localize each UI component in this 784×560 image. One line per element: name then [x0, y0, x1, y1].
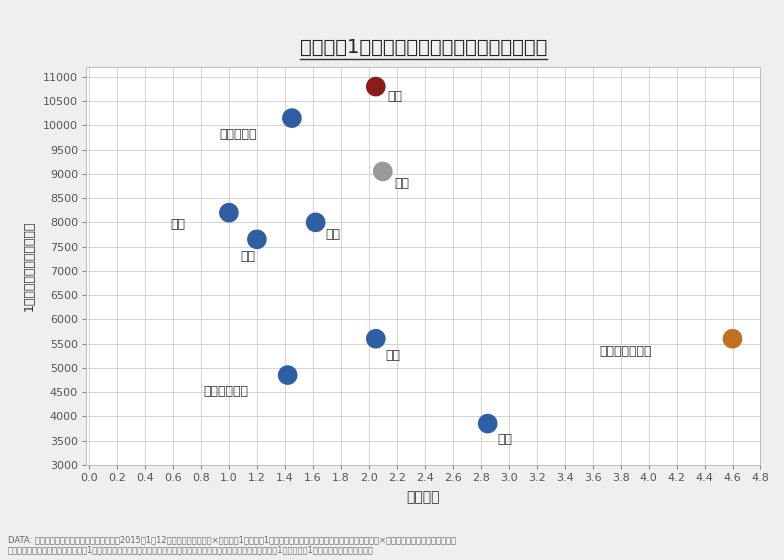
Point: [251, 235, 263, 244]
Text: インドネシア: インドネシア: [204, 385, 249, 398]
Point: [369, 334, 382, 343]
Point: [223, 208, 235, 217]
Point: [376, 167, 389, 176]
Text: 英国: 英国: [394, 178, 409, 190]
Text: 中国: 中国: [325, 228, 340, 241]
Point: [726, 334, 739, 343]
Point: [481, 419, 494, 428]
Y-axis label: 1泊当たりの旅行消費単価: 1泊当たりの旅行消費単価: [23, 221, 36, 311]
Text: オーストラリア: オーストラリア: [600, 344, 652, 357]
Text: 香港: 香港: [240, 250, 255, 263]
Title: 富山県　1泊当たりの旅行消費単価と平均泊数: 富山県 1泊当たりの旅行消費単価と平均泊数: [299, 38, 547, 57]
X-axis label: 平均泊数: 平均泊数: [407, 490, 440, 504]
Text: 台湾: 台湾: [170, 218, 185, 231]
Point: [285, 114, 298, 123]
Point: [281, 371, 294, 380]
Point: [310, 218, 322, 227]
Text: 米国: 米国: [387, 91, 402, 104]
Text: タイ: タイ: [498, 433, 513, 446]
Text: DATA: 観光庁の「訪日外国人消費動向調査（2015年1～12月）」の「訪問地別×国籍別の1回当たり1人当たりの旅行消費単価」と同調査の「訪問地別×国籍別の平: DATA: 観光庁の「訪日外国人消費動向調査（2015年1～12月）」の「訪問地…: [8, 535, 456, 554]
Point: [369, 82, 382, 91]
Text: 韓国: 韓国: [386, 349, 401, 362]
Text: マレーシア: マレーシア: [220, 128, 256, 141]
